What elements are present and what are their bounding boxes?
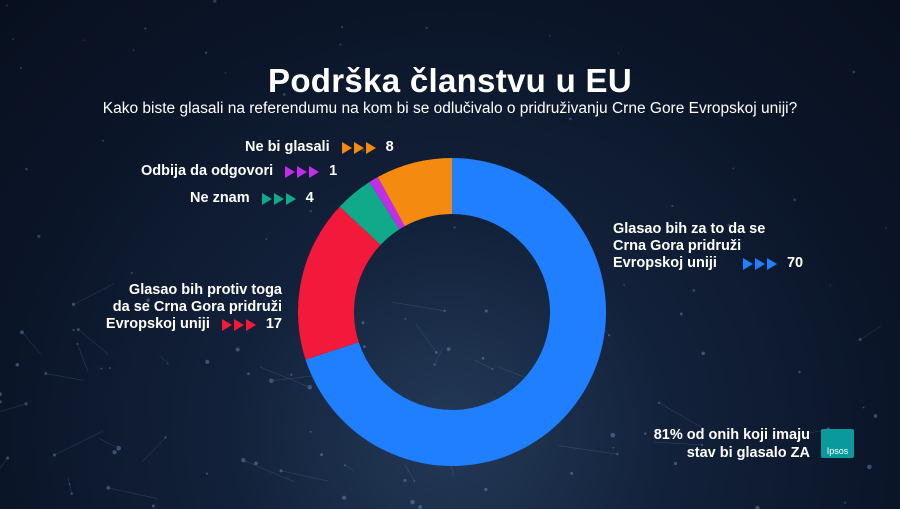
footnote-line: stav bi glasalo ZA (686, 445, 810, 461)
donut-slice-3 (369, 177, 405, 230)
label-glasao-protiv: Glasao bih protiv toga da se Crna Gora p… (106, 282, 282, 333)
donut-slice-0 (305, 158, 607, 467)
slice-value: 8 (385, 139, 394, 155)
label-ne-znam: Ne znam 4 (190, 190, 322, 207)
slice-value: 17 (265, 316, 282, 332)
triple-arrow-icon (285, 165, 321, 178)
chart-subtitle: Kako biste glasali na referendumu na kom… (102, 100, 798, 117)
triple-arrow-icon (261, 192, 298, 205)
ipsos-logo-icon: Ipsos (821, 429, 854, 458)
footnote: 81% od onih koji imaju stav bi glasalo Z… (654, 426, 810, 462)
slice-label-line: Glasao bih protiv toga (128, 282, 282, 298)
slice-label-line: Glasao bih za to da se (613, 221, 766, 237)
slice-value: 1 (329, 163, 338, 179)
donut-slice-1 (298, 206, 381, 360)
slice-label-line: Crna Gora pridruži (613, 238, 742, 254)
slice-label: Ne znam (190, 190, 250, 206)
label-glasao-za: Glasao bih za to da se Crna Gora pridruž… (613, 221, 803, 272)
slice-value: 70 (786, 255, 804, 271)
footnote-line: 81% od onih koji imaju (653, 427, 810, 443)
triple-arrow-icon (341, 141, 378, 154)
slice-label-line: Evropskoj uniji (105, 316, 210, 332)
slice-label-line: da se Crna Gora pridruži (112, 299, 282, 315)
chart-title: Podrška članstvu u EU (268, 62, 632, 99)
donut-slice-4 (377, 158, 452, 227)
label-odbija-da-odgovori: Odbija da odgovori 1 (141, 163, 345, 180)
logo-text: Ipsos (826, 446, 849, 456)
triple-arrow-icon (221, 318, 258, 331)
slice-value: 4 (305, 190, 314, 206)
donut-slice-2 (339, 181, 400, 245)
label-ne-bi-glasali: Ne bi glasali 8 (245, 139, 402, 156)
slice-label: Ne bi glasali (245, 139, 330, 155)
triple-arrow-icon (742, 257, 779, 270)
slice-label: Odbija da odgovori (141, 163, 274, 179)
slice-label-line: Evropskoj uniji (613, 255, 717, 271)
